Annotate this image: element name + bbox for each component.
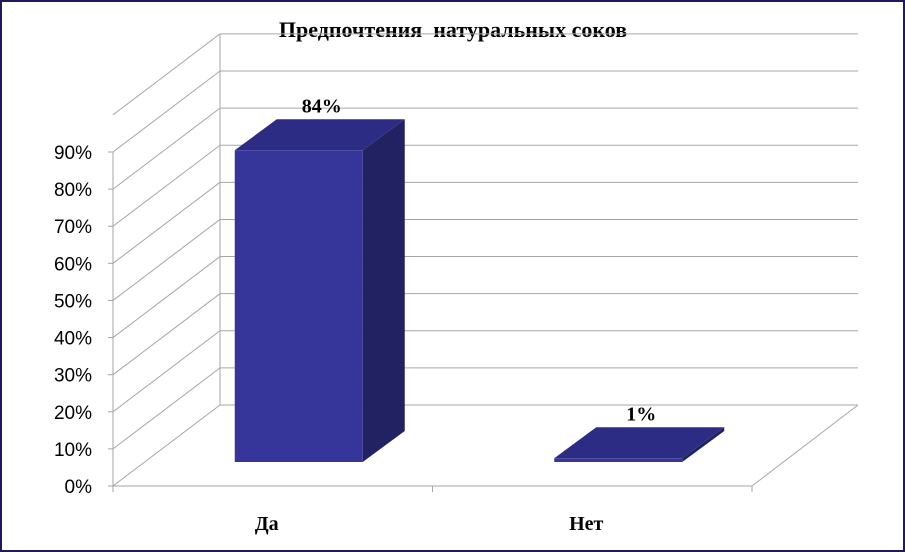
bar-side: [682, 427, 725, 462]
floor-edge: [751, 404, 859, 487]
y-tick-label: 0%: [65, 477, 93, 498]
y-tick-label: 30%: [54, 366, 92, 387]
bar-front: [554, 458, 683, 462]
side-gridline: [112, 107, 221, 190]
side-gridline: [112, 404, 221, 487]
bar-top: [234, 119, 405, 151]
side-gridline: [112, 293, 221, 376]
x-tick-label: Нет: [569, 513, 603, 535]
side-gridline: [112, 330, 221, 413]
side-gridline: [112, 144, 221, 227]
side-gridline: [112, 181, 221, 264]
y-tick-label: 50%: [54, 291, 92, 312]
side-gridline: [112, 70, 221, 153]
data-label: 1%: [626, 403, 656, 425]
side-gridline: [112, 367, 221, 450]
y-tick-label: 80%: [54, 180, 92, 201]
bars-layer: [234, 119, 725, 463]
bar: [234, 119, 405, 463]
side-gridline: [112, 219, 221, 301]
y-tick-label: 90%: [54, 143, 92, 164]
bar-front: [234, 150, 363, 462]
y-tick-label: 60%: [54, 254, 92, 275]
side-gridline: [112, 33, 221, 116]
bar-top: [554, 427, 725, 459]
y-tick-label: 20%: [54, 403, 92, 424]
chart-title: Предпочтения натуральных соков: [279, 17, 627, 42]
y-tick-label: 40%: [54, 329, 92, 350]
x-tick-label: Да: [255, 513, 279, 535]
bar: [554, 427, 725, 462]
grid-layer: [112, 33, 858, 487]
axis-layer: [108, 151, 859, 492]
data-label: 84%: [302, 95, 342, 117]
y-tick-label: 70%: [54, 217, 92, 238]
bar-side: [362, 119, 405, 463]
side-gridline: [112, 256, 221, 338]
y-tick-label: 10%: [54, 440, 92, 461]
labels-layer: 0% 10% 20% 30% 40% 50% 60% 70% 80% 90% 84% Да 1% Нет: [54, 95, 656, 535]
